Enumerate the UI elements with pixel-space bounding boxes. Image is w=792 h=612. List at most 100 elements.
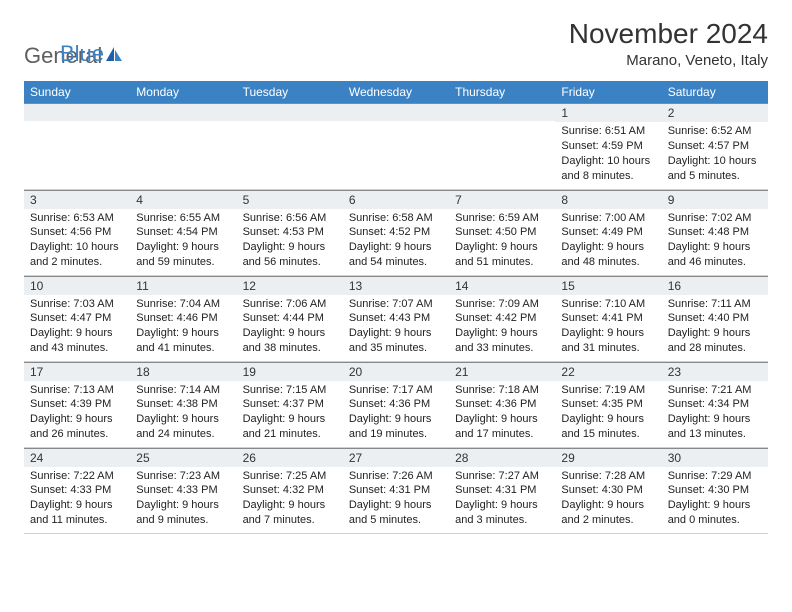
day-number: 3 <box>24 190 130 209</box>
calendar-cell: 5Sunrise: 6:56 AMSunset: 4:53 PMDaylight… <box>237 189 343 275</box>
day-number: 19 <box>237 362 343 381</box>
day-details: Sunrise: 7:00 AMSunset: 4:49 PMDaylight:… <box>555 209 661 274</box>
empty-day <box>449 103 555 121</box>
day-details: Sunrise: 6:56 AMSunset: 4:53 PMDaylight:… <box>237 209 343 274</box>
weekday-header: Saturday <box>662 81 768 103</box>
calendar-cell: 9Sunrise: 7:02 AMSunset: 4:48 PMDaylight… <box>662 189 768 275</box>
calendar-cell: 1Sunrise: 6:51 AMSunset: 4:59 PMDaylight… <box>555 103 661 189</box>
day-number: 5 <box>237 190 343 209</box>
calendar-week-row: 24Sunrise: 7:22 AMSunset: 4:33 PMDayligh… <box>24 447 768 533</box>
day-number: 26 <box>237 448 343 467</box>
day-details: Sunrise: 7:23 AMSunset: 4:33 PMDaylight:… <box>130 467 236 532</box>
day-details: Sunrise: 6:52 AMSunset: 4:57 PMDaylight:… <box>662 122 768 187</box>
empty-day <box>343 103 449 121</box>
day-details: Sunrise: 6:58 AMSunset: 4:52 PMDaylight:… <box>343 209 449 274</box>
logo-text-blue: Blue <box>60 41 104 66</box>
calendar-week-row: 1Sunrise: 6:51 AMSunset: 4:59 PMDaylight… <box>24 103 768 189</box>
day-number: 8 <box>555 190 661 209</box>
day-number: 1 <box>555 103 661 122</box>
day-number: 6 <box>343 190 449 209</box>
day-details: Sunrise: 7:14 AMSunset: 4:38 PMDaylight:… <box>130 381 236 446</box>
calendar-cell: 21Sunrise: 7:18 AMSunset: 4:36 PMDayligh… <box>449 361 555 447</box>
calendar-cell <box>24 103 130 189</box>
weekday-header: Wednesday <box>343 81 449 103</box>
calendar-cell: 7Sunrise: 6:59 AMSunset: 4:50 PMDaylight… <box>449 189 555 275</box>
calendar-cell: 18Sunrise: 7:14 AMSunset: 4:38 PMDayligh… <box>130 361 236 447</box>
calendar-cell: 23Sunrise: 7:21 AMSunset: 4:34 PMDayligh… <box>662 361 768 447</box>
day-number: 11 <box>130 276 236 295</box>
calendar-cell: 4Sunrise: 6:55 AMSunset: 4:54 PMDaylight… <box>130 189 236 275</box>
day-details: Sunrise: 7:02 AMSunset: 4:48 PMDaylight:… <box>662 209 768 274</box>
calendar-cell <box>237 103 343 189</box>
day-number: 4 <box>130 190 236 209</box>
calendar-cell: 24Sunrise: 7:22 AMSunset: 4:33 PMDayligh… <box>24 447 130 533</box>
day-details: Sunrise: 7:19 AMSunset: 4:35 PMDaylight:… <box>555 381 661 446</box>
day-details: Sunrise: 7:17 AMSunset: 4:36 PMDaylight:… <box>343 381 449 446</box>
day-number: 10 <box>24 276 130 295</box>
calendar-cell: 27Sunrise: 7:26 AMSunset: 4:31 PMDayligh… <box>343 447 449 533</box>
calendar-cell <box>343 103 449 189</box>
day-number: 16 <box>662 276 768 295</box>
calendar-cell: 2Sunrise: 6:52 AMSunset: 4:57 PMDaylight… <box>662 103 768 189</box>
day-number: 25 <box>130 448 236 467</box>
day-details: Sunrise: 7:22 AMSunset: 4:33 PMDaylight:… <box>24 467 130 532</box>
weekday-header-row: Sunday Monday Tuesday Wednesday Thursday… <box>24 81 768 103</box>
day-number: 15 <box>555 276 661 295</box>
weekday-header: Sunday <box>24 81 130 103</box>
day-details: Sunrise: 7:15 AMSunset: 4:37 PMDaylight:… <box>237 381 343 446</box>
calendar-cell <box>130 103 236 189</box>
calendar-cell: 26Sunrise: 7:25 AMSunset: 4:32 PMDayligh… <box>237 447 343 533</box>
day-details: Sunrise: 7:09 AMSunset: 4:42 PMDaylight:… <box>449 295 555 360</box>
day-details: Sunrise: 7:04 AMSunset: 4:46 PMDaylight:… <box>130 295 236 360</box>
calendar-cell: 15Sunrise: 7:10 AMSunset: 4:41 PMDayligh… <box>555 275 661 361</box>
day-number: 12 <box>237 276 343 295</box>
calendar-week-row: 17Sunrise: 7:13 AMSunset: 4:39 PMDayligh… <box>24 361 768 447</box>
day-details: Sunrise: 7:21 AMSunset: 4:34 PMDaylight:… <box>662 381 768 446</box>
weekday-header: Friday <box>555 81 661 103</box>
day-details: Sunrise: 7:06 AMSunset: 4:44 PMDaylight:… <box>237 295 343 360</box>
calendar-cell <box>449 103 555 189</box>
calendar-cell: 30Sunrise: 7:29 AMSunset: 4:30 PMDayligh… <box>662 447 768 533</box>
day-number: 2 <box>662 103 768 122</box>
day-number: 9 <box>662 190 768 209</box>
day-number: 17 <box>24 362 130 381</box>
empty-day <box>130 103 236 121</box>
day-number: 28 <box>449 448 555 467</box>
day-details: Sunrise: 6:53 AMSunset: 4:56 PMDaylight:… <box>24 209 130 274</box>
day-number: 29 <box>555 448 661 467</box>
calendar-week-row: 3Sunrise: 6:53 AMSunset: 4:56 PMDaylight… <box>24 189 768 275</box>
calendar-cell: 12Sunrise: 7:06 AMSunset: 4:44 PMDayligh… <box>237 275 343 361</box>
day-number: 30 <box>662 448 768 467</box>
day-details: Sunrise: 7:13 AMSunset: 4:39 PMDaylight:… <box>24 381 130 446</box>
calendar-cell: 20Sunrise: 7:17 AMSunset: 4:36 PMDayligh… <box>343 361 449 447</box>
calendar-cell: 11Sunrise: 7:04 AMSunset: 4:46 PMDayligh… <box>130 275 236 361</box>
day-number: 22 <box>555 362 661 381</box>
weekday-header: Thursday <box>449 81 555 103</box>
day-details: Sunrise: 7:11 AMSunset: 4:40 PMDaylight:… <box>662 295 768 360</box>
calendar-cell: 10Sunrise: 7:03 AMSunset: 4:47 PMDayligh… <box>24 275 130 361</box>
day-details: Sunrise: 7:18 AMSunset: 4:36 PMDaylight:… <box>449 381 555 446</box>
calendar-cell: 13Sunrise: 7:07 AMSunset: 4:43 PMDayligh… <box>343 275 449 361</box>
day-number: 13 <box>343 276 449 295</box>
calendar-cell: 29Sunrise: 7:28 AMSunset: 4:30 PMDayligh… <box>555 447 661 533</box>
day-number: 23 <box>662 362 768 381</box>
day-details: Sunrise: 7:27 AMSunset: 4:31 PMDaylight:… <box>449 467 555 532</box>
day-details: Sunrise: 7:26 AMSunset: 4:31 PMDaylight:… <box>343 467 449 532</box>
calendar-cell: 22Sunrise: 7:19 AMSunset: 4:35 PMDayligh… <box>555 361 661 447</box>
day-details: Sunrise: 7:29 AMSunset: 4:30 PMDaylight:… <box>662 467 768 532</box>
day-details: Sunrise: 7:07 AMSunset: 4:43 PMDaylight:… <box>343 295 449 360</box>
calendar-table: Sunday Monday Tuesday Wednesday Thursday… <box>24 81 768 534</box>
day-number: 27 <box>343 448 449 467</box>
calendar-cell: 6Sunrise: 6:58 AMSunset: 4:52 PMDaylight… <box>343 189 449 275</box>
calendar-cell: 14Sunrise: 7:09 AMSunset: 4:42 PMDayligh… <box>449 275 555 361</box>
calendar-cell: 25Sunrise: 7:23 AMSunset: 4:33 PMDayligh… <box>130 447 236 533</box>
day-details: Sunrise: 7:10 AMSunset: 4:41 PMDaylight:… <box>555 295 661 360</box>
day-details: Sunrise: 7:28 AMSunset: 4:30 PMDaylight:… <box>555 467 661 532</box>
calendar-cell: 3Sunrise: 6:53 AMSunset: 4:56 PMDaylight… <box>24 189 130 275</box>
day-number: 7 <box>449 190 555 209</box>
calendar-body: 1Sunrise: 6:51 AMSunset: 4:59 PMDaylight… <box>24 103 768 533</box>
empty-day <box>237 103 343 121</box>
page: General November 2024 Marano, Veneto, It… <box>0 0 792 544</box>
calendar-cell: 17Sunrise: 7:13 AMSunset: 4:39 PMDayligh… <box>24 361 130 447</box>
calendar-week-row: 10Sunrise: 7:03 AMSunset: 4:47 PMDayligh… <box>24 275 768 361</box>
